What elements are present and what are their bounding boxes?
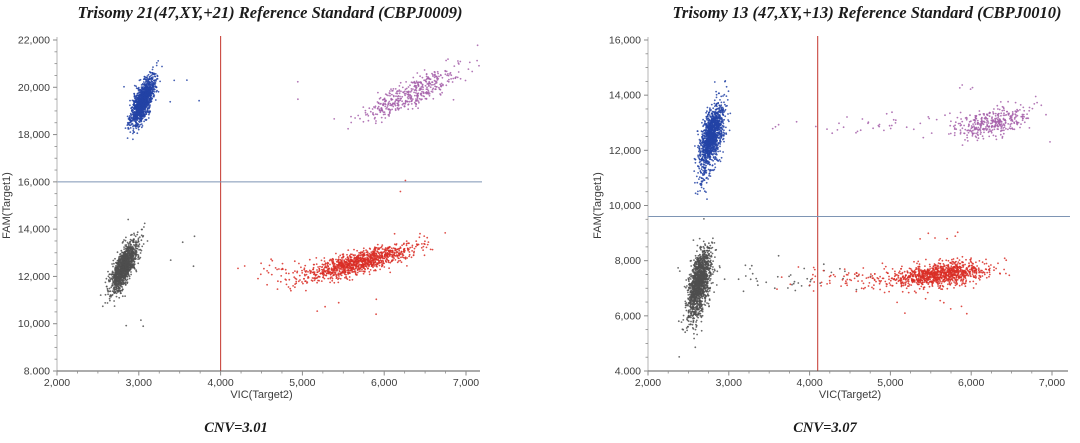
y-tick-label: 22,000 — [18, 35, 50, 47]
x-tick-label: 2,000 — [44, 377, 70, 389]
y-tick-label: 8,000 — [615, 255, 641, 267]
chart-title-trisomy21: Trisomy 21(47,XY,+21) Reference Standard… — [77, 3, 463, 22]
y-tick-label: 18,000 — [18, 129, 50, 141]
x-tick-label: 6,000 — [371, 377, 397, 389]
cluster-points — [99, 44, 480, 328]
cluster-red-scatter — [237, 257, 408, 292]
cluster-gray-noise — [127, 218, 196, 268]
cluster-red-noise-above — [919, 231, 959, 240]
cluster-gray-scatter-right — [677, 254, 872, 293]
cluster-purple-noise — [296, 80, 407, 120]
x-tick-label: 7,000 — [453, 377, 479, 389]
y-tick-label: 6,000 — [615, 310, 641, 322]
y-tick-label: 8.000 — [24, 366, 50, 378]
cluster-points — [677, 80, 1051, 358]
cluster-gray-double-negative — [99, 222, 146, 308]
cluster-blue-noise — [713, 80, 728, 88]
cluster-red-scatter-left — [776, 262, 929, 294]
y-tick-label: 16,000 — [609, 35, 641, 47]
y-tick-label: 12,000 — [18, 271, 50, 283]
chart-panel-trisomy21: 22,000 20,000 18,000 16,000 14,000 12,000 10,0… — [0, 0, 540, 443]
y-tick-label: 14,000 — [18, 224, 50, 236]
cluster-red-noise-below — [896, 297, 968, 315]
cnv-value-trisomy13: CNV=3.07 — [793, 420, 857, 436]
x-tick-label: 3,000 — [716, 377, 742, 389]
chart-panel-trisomy13: 16,000 14,000 12,000 10,000 8,000 6,000 4.000 2… — [540, 0, 1080, 443]
x-axis-label: VIC(Target2) — [230, 389, 292, 401]
cluster-red-vic-positive — [862, 255, 1011, 294]
axes: 22,000 20,000 18,000 16,000 14,000 12,000 10,0… — [18, 35, 480, 389]
x-tick-label: 6,000 — [958, 377, 984, 389]
x-tick-label: 7,000 — [1039, 377, 1065, 389]
axes: 16,000 14,000 12,000 10,000 8,000 6,000 4.0002… — [609, 35, 1068, 389]
y-tick-label: 14,000 — [609, 90, 641, 102]
cluster-blue-noise — [123, 79, 201, 103]
cluster-purple-scatter — [771, 111, 1051, 143]
x-tick-label: 3,000 — [126, 377, 152, 389]
x-tick-label: 5,000 — [289, 377, 315, 389]
y-tick-label: 4.000 — [615, 366, 641, 378]
cluster-gray-double-negative — [677, 218, 721, 328]
cluster-blue-tail — [693, 141, 717, 201]
scatter-plot-trisomy21[interactable]: 22,000 20,000 18,000 16,000 14,000 12,000 10,0… — [0, 0, 540, 443]
x-tick-label: 2,000 — [635, 377, 661, 389]
cluster-purple-noise-high — [958, 84, 1002, 103]
cluster-red-noise-high — [399, 179, 407, 193]
chart-title-trisomy13: Trisomy 13 (47,XY,+13) Reference Standar… — [672, 3, 1062, 22]
y-axis-label: FAM(Target1) — [592, 172, 604, 239]
y-tick-label: 12,000 — [609, 145, 641, 157]
y-tick-label: 10,000 — [609, 200, 641, 212]
cluster-blue-fam-positive — [693, 80, 732, 183]
x-tick-label: 4,000 — [207, 377, 233, 389]
cnv-value-trisomy21: CNV=3.01 — [204, 420, 268, 436]
y-axis-label: FAM(Target1) — [1, 172, 13, 239]
x-axis-label: VIC(Target2) — [819, 389, 881, 401]
cluster-gray-noise-low — [125, 319, 145, 328]
cluster-red-vic-positive — [276, 232, 447, 292]
x-tick-label: 4,000 — [796, 377, 822, 389]
cluster-purple-double-positive — [930, 95, 1047, 147]
cluster-purple-double-positive — [347, 44, 480, 130]
y-tick-label: 16,000 — [18, 176, 50, 188]
cluster-gray-tail — [678, 282, 710, 358]
cluster-blue-fam-positive — [124, 60, 163, 141]
cluster-red-noise-low — [316, 298, 378, 316]
y-tick-label: 10,000 — [18, 318, 50, 330]
x-tick-label: 5,000 — [877, 377, 903, 389]
scatter-plot-trisomy13[interactable]: 16,000 14,000 12,000 10,000 8,000 6,000 4.0002… — [540, 0, 1080, 443]
y-tick-label: 20,000 — [18, 82, 50, 94]
